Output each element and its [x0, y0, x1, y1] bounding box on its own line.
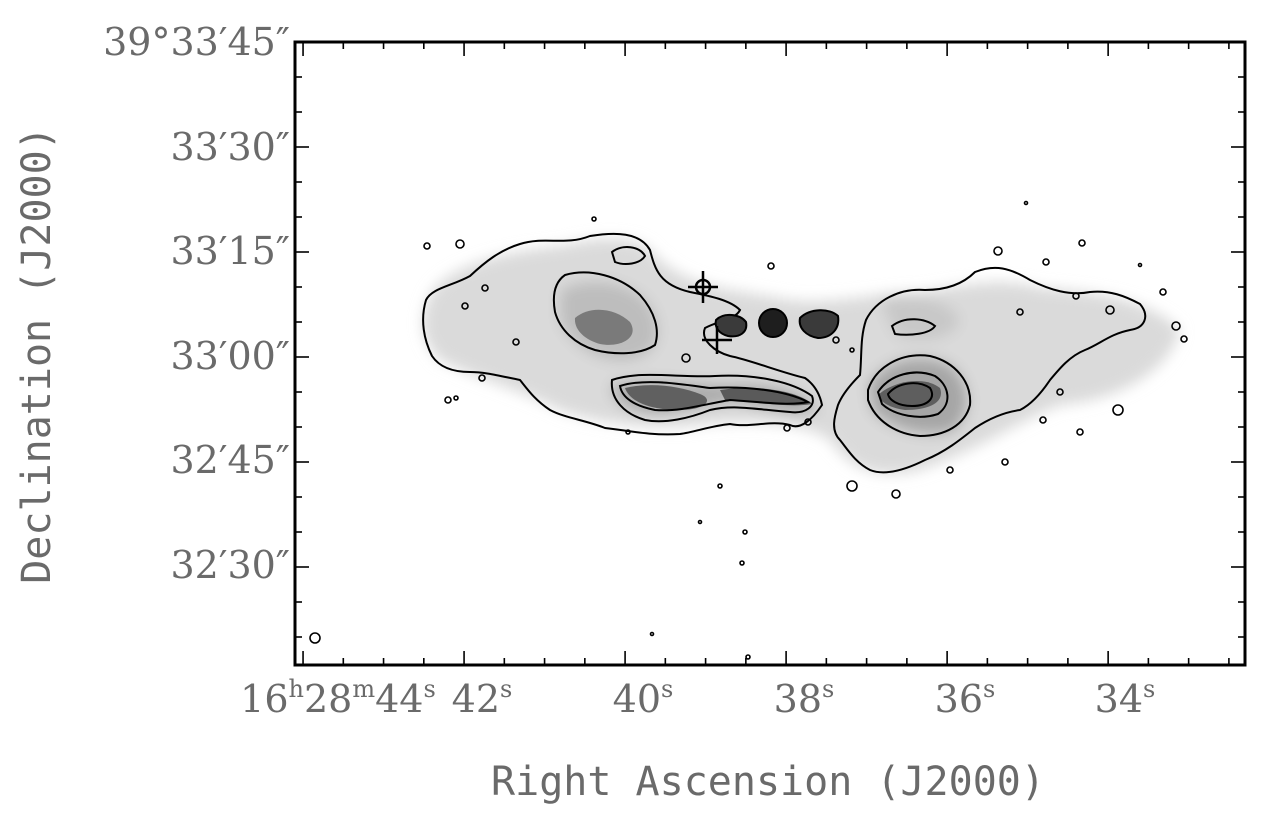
- emission-greyscale: [423, 238, 1181, 474]
- contour-level3-west: [876, 371, 949, 418]
- contour-outer-west: [833, 266, 1147, 474]
- contour-level4-west: [886, 382, 933, 408]
- x-tick-label: 38s: [774, 675, 835, 721]
- y-tick-label: 33′30″: [170, 125, 290, 169]
- noise-islands: [423, 200, 1188, 660]
- y-tick-label: 33′15″: [170, 229, 290, 273]
- contour-level2-east: [552, 271, 658, 355]
- contour-patch-east-knot: [610, 246, 647, 265]
- compact-sources: [714, 308, 840, 340]
- x-tick-label: 40s: [613, 675, 674, 721]
- y-tick-label: 33′00″: [170, 334, 290, 378]
- plot-frame: [293, 40, 1247, 667]
- x-tick-label: 34s: [1095, 675, 1156, 721]
- contours: [422, 232, 1147, 474]
- beam-ellipse: [309, 632, 321, 644]
- compact-source-west: [798, 309, 840, 340]
- markers: [688, 271, 732, 354]
- contour-level3-ridge: [618, 381, 811, 412]
- y-tick-label: 32′45″: [170, 438, 290, 482]
- y-tick-labels: 39°33′45″ 33′30″ 33′15″ 33′00″ 32′45″ 32…: [103, 20, 290, 587]
- contour-level2-ridge: [610, 373, 814, 423]
- x-tick-label-ra-origin: 16h28m44s: [240, 675, 436, 721]
- compact-source-center: [758, 308, 788, 338]
- contour-patch-north-west: [890, 318, 937, 336]
- axis-ticks: [295, 41, 1245, 665]
- x-tick-label: 36s: [935, 675, 996, 721]
- y-axis-title: Declination (J2000): [14, 126, 60, 584]
- contour-outer-east: [422, 232, 824, 436]
- x-axis-title: Right Ascension (J2000): [491, 759, 1045, 805]
- x-tick-label: 42s: [452, 675, 513, 721]
- x-tick-labels: 16h28m44s 42s 40s 38s 36s 34s: [240, 675, 1155, 721]
- y-tick-label: 39°33′45″: [103, 20, 290, 64]
- y-tick-label: 32′30″: [170, 543, 290, 587]
- contour-level2-west: [867, 354, 972, 438]
- compact-source-east: [714, 314, 748, 338]
